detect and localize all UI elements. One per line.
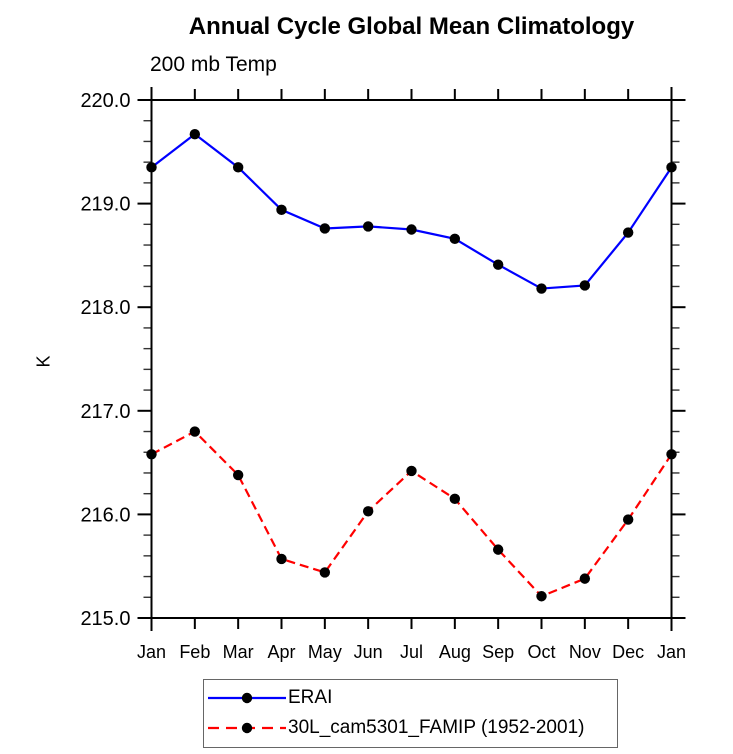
x-tick-label: Mar xyxy=(223,642,254,662)
data-point xyxy=(622,514,634,525)
data-point xyxy=(622,227,634,238)
x-axis-ticks xyxy=(150,87,673,631)
data-point xyxy=(406,465,417,477)
data-point xyxy=(492,544,504,555)
plot-box xyxy=(150,99,673,619)
x-axis-tick-labels: Jan Feb Mar Apr May Jun Jul Aug Sep Oct Nov Dec Jan xyxy=(137,642,686,662)
data-point xyxy=(406,224,417,235)
data-point xyxy=(232,162,244,173)
data-point xyxy=(319,567,331,578)
data-point xyxy=(232,469,244,481)
data-point xyxy=(362,506,374,517)
x-tick-label: Oct xyxy=(527,642,555,662)
x-tick-label: Jun xyxy=(354,642,383,662)
x-tick-label: Jul xyxy=(400,642,423,662)
x-tick-label: Feb xyxy=(179,642,210,662)
x-tick-label: Apr xyxy=(267,642,295,662)
legend: ERAI 30L_cam5301_FAMIP (1952-2001) xyxy=(203,679,618,748)
data-point xyxy=(449,233,461,245)
x-tick-label: Jan xyxy=(657,642,686,662)
data-point xyxy=(276,553,287,565)
y-tick-label: 218.0 xyxy=(80,297,130,319)
data-point xyxy=(146,449,157,460)
legend-label-famip: 30L_cam5301_FAMIP (1952-2001) xyxy=(288,717,585,738)
y-axis-minor-ticks xyxy=(143,120,680,598)
data-point xyxy=(579,573,591,584)
y-axis-tick-labels: 215.0 216.0 217.0 218.0 219.0 220.0 xyxy=(80,90,130,630)
x-tick-label: Nov xyxy=(569,642,601,662)
chart-title: Annual Cycle Global Mean Climatology xyxy=(188,13,635,40)
legend-item-erai: ERAI xyxy=(208,685,332,711)
chart-subtitle: 200 mb Temp xyxy=(150,53,277,76)
x-tick-label: Jan xyxy=(137,642,166,662)
data-point xyxy=(362,221,374,232)
data-point xyxy=(189,128,201,140)
data-point xyxy=(666,449,677,460)
data-point xyxy=(319,223,331,234)
x-tick-label: Dec xyxy=(612,642,644,662)
data-point xyxy=(276,204,287,216)
x-tick-label: May xyxy=(308,642,342,662)
data-point xyxy=(536,591,547,602)
x-tick-label: Sep xyxy=(482,642,514,662)
data-point xyxy=(449,493,461,505)
data-point xyxy=(146,162,157,173)
y-tick-label: 219.0 xyxy=(80,194,130,216)
data-point xyxy=(666,162,677,173)
series-line-1 xyxy=(150,430,673,598)
y-tick-label: 216.0 xyxy=(80,504,130,526)
y-axis-major-ticks xyxy=(137,99,686,619)
data-point xyxy=(579,280,591,291)
legend-label-erai: ERAI xyxy=(288,687,333,708)
legend-item-famip: 30L_cam5301_FAMIP (1952-2001) xyxy=(208,715,584,741)
legend-line-sample-dashed xyxy=(208,722,286,734)
y-tick-label: 220.0 xyxy=(80,90,130,112)
y-tick-label: 215.0 xyxy=(80,608,130,630)
series-markers-0 xyxy=(146,128,677,294)
x-tick-label: Aug xyxy=(439,642,471,662)
data-point xyxy=(492,259,504,270)
series-line-0 xyxy=(150,132,673,290)
y-tick-label: 217.0 xyxy=(80,401,130,423)
series-markers-1 xyxy=(146,426,677,602)
data-point xyxy=(536,283,547,294)
data-point xyxy=(189,426,201,437)
legend-line-sample-solid xyxy=(208,692,286,704)
